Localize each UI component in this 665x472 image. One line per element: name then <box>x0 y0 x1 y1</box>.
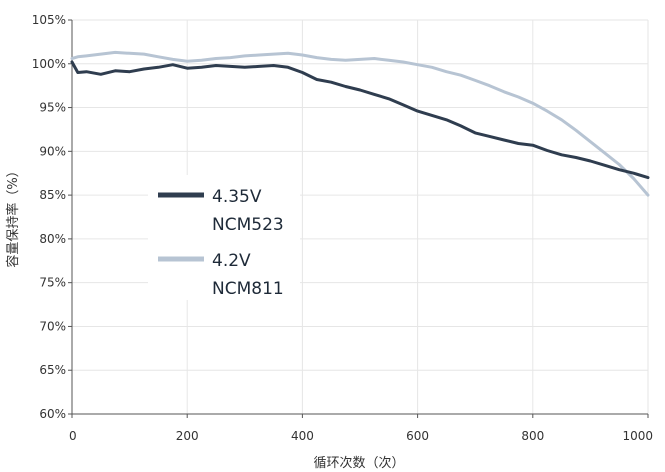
y-tick-label: 105% <box>32 13 66 27</box>
y-tick-label: 85% <box>39 188 66 202</box>
y-tick-label: 100% <box>32 57 66 71</box>
x-tick-label: 600 <box>406 429 429 443</box>
x-tick-label: 400 <box>291 429 314 443</box>
series <box>70 50 650 197</box>
x-tick-label: 200 <box>176 429 199 443</box>
x-tick-label: 1000 <box>622 429 653 443</box>
legend-label-ncm811-line2: NCM811 <box>212 279 284 299</box>
grid <box>72 19 649 414</box>
y-tick-label: 60% <box>39 407 66 421</box>
legend: 4.35V NCM523 4.2V NCM811 <box>148 175 300 300</box>
y-tick-label: 65% <box>39 363 66 377</box>
series-line-ncm811 <box>70 50 650 197</box>
y-tick-label: 75% <box>39 276 66 290</box>
legend-label-ncm811-line1: 4.2V <box>212 251 251 271</box>
legend-label-ncm523-line1: 4.35V <box>212 187 262 207</box>
y-tick-label: 95% <box>39 101 66 115</box>
y-tick-label: 90% <box>39 144 66 158</box>
x-tick-label: 800 <box>521 429 544 443</box>
legend-label-ncm523-line2: NCM523 <box>212 215 284 235</box>
x-axis-title: 循环次数（次） <box>313 455 404 471</box>
tick-labels: 60% 65% 70% 75% 80% 85% 90% 95% 100% 105% 0 200 400 6… <box>32 13 653 443</box>
y-tick-label: 80% <box>39 232 66 246</box>
y-tick-label: 70% <box>39 319 66 333</box>
y-axis-title: 容量保持率（%） <box>5 164 21 267</box>
x-tick-label: 0 <box>69 429 77 443</box>
series-line-ncm523 <box>70 60 650 180</box>
